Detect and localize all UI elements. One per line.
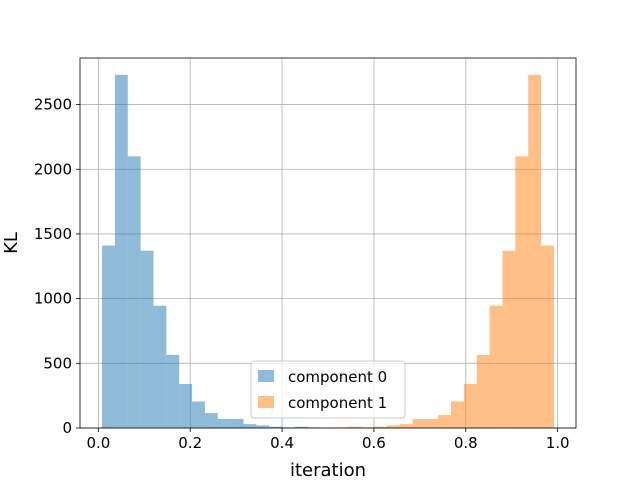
- bar-component-0: [204, 413, 218, 428]
- y-tick-label: 0: [62, 419, 72, 437]
- bar-component-0: [256, 425, 270, 428]
- bar-component-0: [179, 384, 193, 428]
- bar-component-1: [489, 305, 503, 428]
- bar-component-1: [373, 426, 387, 428]
- bar-component-1: [463, 384, 477, 428]
- bar-component-0: [269, 426, 283, 428]
- bar-component-1: [348, 426, 362, 428]
- x-tick-label: 0.0: [86, 434, 110, 452]
- bar-component-1: [502, 250, 516, 428]
- bar-component-0: [127, 156, 141, 428]
- x-tick-label: 0.6: [362, 434, 386, 452]
- x-tick-label: 1.0: [546, 434, 570, 452]
- legend-label-component-1: component 1: [288, 394, 387, 412]
- legend-label-component-0: component 0: [288, 368, 387, 386]
- legend-swatch-component-1: [258, 396, 274, 408]
- bar-component-1: [438, 415, 452, 428]
- legend: component 0 component 1: [250, 360, 406, 419]
- bar-component-0: [217, 418, 231, 428]
- bar-component-1: [476, 354, 490, 428]
- y-tick-label: 1500: [34, 225, 72, 243]
- bar-component-0: [230, 418, 244, 428]
- bar-component-1: [515, 156, 529, 428]
- x-axis-label: iteration: [290, 460, 366, 480]
- bar-component-0: [140, 250, 154, 428]
- y-axis-label: KL: [1, 232, 22, 254]
- bar-component-1: [386, 425, 400, 428]
- bar-component-1: [451, 401, 464, 428]
- y-tick-label: 2500: [34, 96, 72, 114]
- bar-component-0: [153, 305, 167, 428]
- bar-component-0: [294, 426, 308, 428]
- bar-component-1: [541, 245, 554, 428]
- legend-box: [250, 360, 406, 419]
- y-tick-label: 1000: [34, 290, 72, 308]
- legend-swatch-component-0: [258, 370, 274, 382]
- bar-component-0: [102, 245, 115, 428]
- y-tick-label: 500: [43, 354, 72, 372]
- x-tick-label: 0.8: [454, 434, 478, 452]
- bar-component-1: [399, 424, 413, 428]
- x-tick-label: 0.4: [270, 434, 294, 452]
- bar-component-1: [528, 74, 542, 429]
- axis-ticks: 0.0 0.2 0.4 0.6 0.8 1.0 0 500 1000 1500 2000 2500: [34, 96, 570, 452]
- bar-component-0: [114, 74, 128, 429]
- bar-component-0: [192, 401, 205, 428]
- histogram-bars: [102, 74, 554, 429]
- x-tick-label: 0.2: [178, 434, 202, 452]
- bar-component-0: [243, 424, 257, 428]
- plot-frame: [79, 57, 577, 429]
- y-tick-label: 2000: [34, 160, 72, 178]
- bar-component-0: [166, 354, 180, 428]
- bar-component-1: [425, 418, 439, 428]
- bar-component-1: [412, 418, 426, 428]
